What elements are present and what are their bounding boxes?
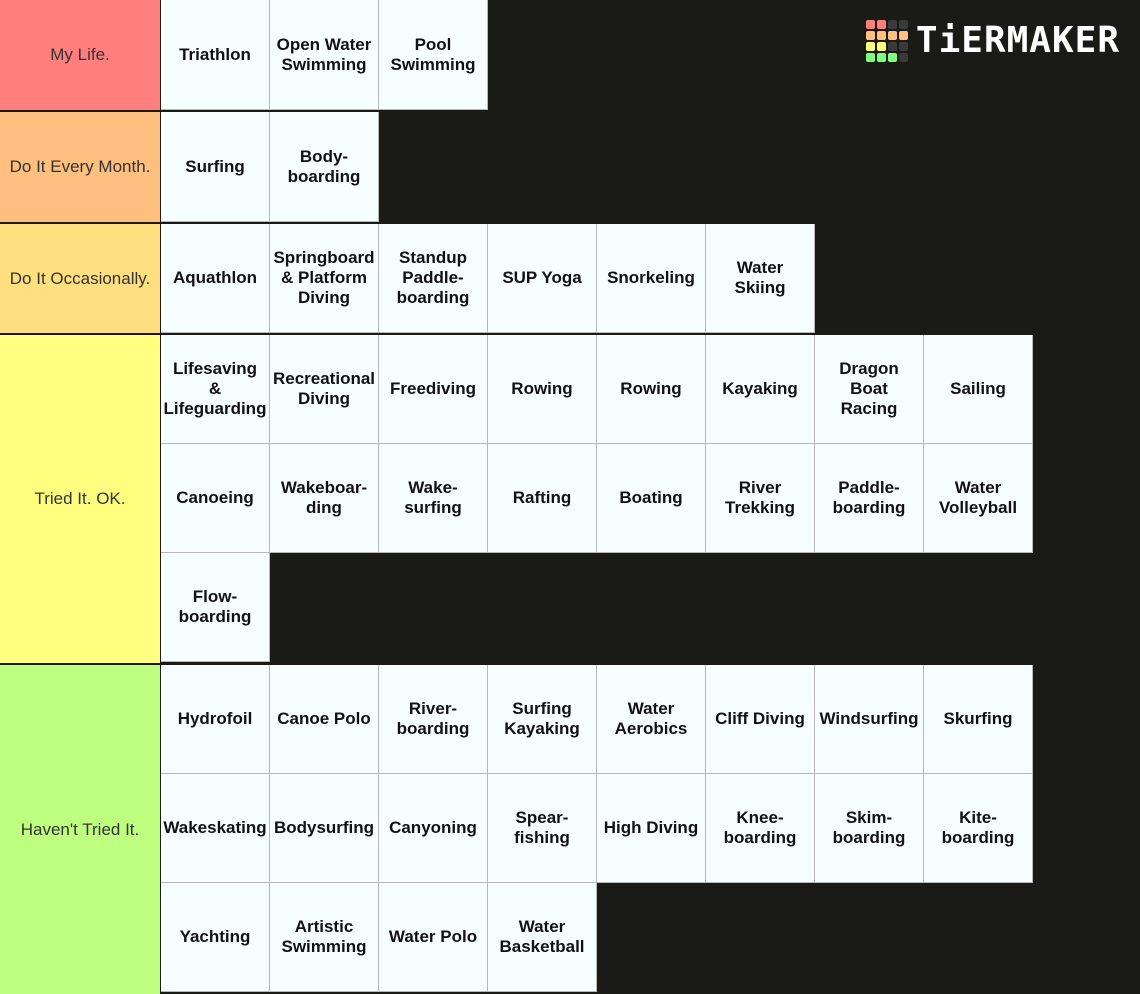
tier-item[interactable]: Canoe Polo <box>270 665 379 774</box>
tier-item[interactable]: Surfing Kayaking <box>488 665 597 774</box>
logo-square <box>865 31 875 40</box>
logo-square <box>898 20 908 29</box>
tier-item[interactable]: Hydrofoil <box>161 665 270 774</box>
tier-item[interactable]: Kite- boarding <box>924 774 1033 883</box>
tier-item[interactable]: Bodysurfing <box>270 774 379 883</box>
tier-item[interactable]: Wakeskating <box>161 774 270 883</box>
tier-item[interactable]: River- boarding <box>379 665 488 774</box>
logo-square <box>876 31 886 40</box>
tier-item[interactable]: Rowing <box>597 335 706 444</box>
logo-grid-icon <box>865 20 908 62</box>
tier-item[interactable]: Skurfing <box>924 665 1033 774</box>
logo-square <box>887 31 897 40</box>
tier-item[interactable]: Skim- boarding <box>815 774 924 883</box>
tier-item[interactable]: Surfing <box>161 112 270 222</box>
logo-square <box>876 53 886 62</box>
tier-item[interactable]: Rowing <box>488 335 597 444</box>
tier-item[interactable]: SUP Yoga <box>488 224 597 333</box>
tier-item[interactable]: Water Aerobics <box>597 665 706 774</box>
tier-item[interactable]: Flow- boarding <box>161 553 270 662</box>
tier-item[interactable]: Kayaking <box>706 335 815 444</box>
tier-item[interactable]: Body- boarding <box>270 112 379 222</box>
logo-square <box>887 20 897 29</box>
tier-item[interactable]: Yachting <box>161 883 270 992</box>
tier-item[interactable]: Recreational Diving <box>270 335 379 444</box>
tier-item[interactable]: Windsurfing <box>815 665 924 774</box>
tier-item[interactable]: Rafting <box>488 444 597 553</box>
tier-item[interactable]: Snorkeling <box>597 224 706 333</box>
tier-items: Hydrofoil Canoe Polo River- boarding Surfin… <box>161 665 1140 994</box>
tier-item[interactable]: Freediving <box>379 335 488 444</box>
tier-item[interactable]: Lifesaving & Lifeguarding <box>161 335 270 444</box>
tier-item[interactable]: Water Basketball <box>488 883 597 992</box>
tier-item[interactable]: Artistic Swimming <box>270 883 379 992</box>
tier-items: Surfing Body- boarding <box>161 112 1140 222</box>
logo-square <box>865 20 875 29</box>
tier-items: Triathlon Open Water Swimming Pool Swimmin… <box>161 0 1140 110</box>
tier-label[interactable]: Do It Every Month. <box>0 112 161 222</box>
tier-item[interactable]: Boating <box>597 444 706 553</box>
tier-item[interactable]: Sailing <box>924 335 1033 444</box>
tier-row-3: Do It Occasionally. Aquathlon Springboard… <box>0 224 1140 335</box>
logo-square <box>865 53 875 62</box>
tier-item[interactable]: Triathlon <box>161 0 270 110</box>
tier-row-5: Haven't Tried It. Hydrofoil Canoe Polo Riv… <box>0 665 1140 994</box>
logo-square <box>898 42 908 51</box>
logo-square <box>887 53 897 62</box>
logo-square <box>865 42 875 51</box>
tier-item[interactable]: Knee- boarding <box>706 774 815 883</box>
tier-item[interactable]: Standup Paddle- boarding <box>379 224 488 333</box>
logo-square <box>898 31 908 40</box>
tier-label[interactable]: Do It Occasionally. <box>0 224 161 333</box>
tiermaker-logo[interactable]: TiERMAKER <box>865 20 1120 62</box>
tier-row-2: Do It Every Month. Surfing Body- boarding <box>0 112 1140 224</box>
tier-item[interactable]: Pool Swimming <box>379 0 488 110</box>
logo-square <box>876 20 886 29</box>
tier-item[interactable]: Paddle- boarding <box>815 444 924 553</box>
tier-item[interactable]: Wake- surfing <box>379 444 488 553</box>
tier-items: Lifesaving & Lifeguarding Recreational Di… <box>161 335 1140 663</box>
tier-item[interactable]: Spear- fishing <box>488 774 597 883</box>
tier-label[interactable]: My Life. <box>0 0 161 110</box>
tier-item[interactable]: Dragon Boat Racing <box>815 335 924 444</box>
tier-item[interactable]: Water Polo <box>379 883 488 992</box>
tier-item[interactable]: Springboard & Platform Diving <box>270 224 379 333</box>
tier-row-4: Tried It. OK. Lifesaving & Lifeguarding R… <box>0 335 1140 665</box>
tier-item[interactable]: River Trekking <box>706 444 815 553</box>
tier-item[interactable]: Wakeboar- ding <box>270 444 379 553</box>
logo-square <box>876 42 886 51</box>
tier-item[interactable]: Water Volleyball <box>924 444 1033 553</box>
tier-item[interactable]: Canoeing <box>161 444 270 553</box>
tier-item[interactable]: Open Water Swimming <box>270 0 379 110</box>
tier-row-1: My Life. Triathlon Open Water Swimming Poo… <box>0 0 1140 112</box>
logo-text: TiERMAKER <box>915 20 1120 61</box>
tier-label[interactable]: Tried It. OK. <box>0 335 161 663</box>
tier-item[interactable]: Canyoning <box>379 774 488 883</box>
tier-label[interactable]: Haven't Tried It. <box>0 665 161 994</box>
tier-item[interactable]: Water Skiing <box>706 224 815 333</box>
logo-square <box>887 42 897 51</box>
tier-items: Aquathlon Springboard & Platform Diving St… <box>161 224 1140 333</box>
tier-item[interactable]: High Diving <box>597 774 706 883</box>
tier-item[interactable]: Aquathlon <box>161 224 270 333</box>
tier-item[interactable]: Cliff Diving <box>706 665 815 774</box>
logo-square <box>898 53 908 62</box>
